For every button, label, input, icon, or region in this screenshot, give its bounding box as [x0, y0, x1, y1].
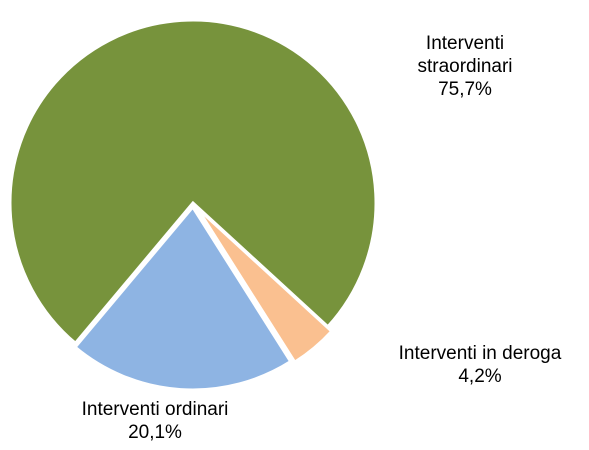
slice-label: Interventi in deroga 4,2%	[370, 342, 589, 388]
value-label: 4,2%	[458, 366, 502, 387]
pie-slice	[195, 206, 334, 365]
slice-label: Interventi ordinari 20,1%	[40, 398, 270, 444]
category-label: Interventi ordinari	[81, 399, 229, 420]
pie-slice	[72, 204, 293, 392]
slice-label: Interventi straordinari 75,7%	[385, 32, 545, 101]
value-label: 20,1%	[128, 422, 182, 443]
value-label: 75,7%	[438, 79, 492, 100]
category-label: Interventi straordinari	[417, 33, 513, 77]
pie-slice	[8, 18, 378, 346]
category-label: Interventi in deroga	[398, 343, 562, 364]
